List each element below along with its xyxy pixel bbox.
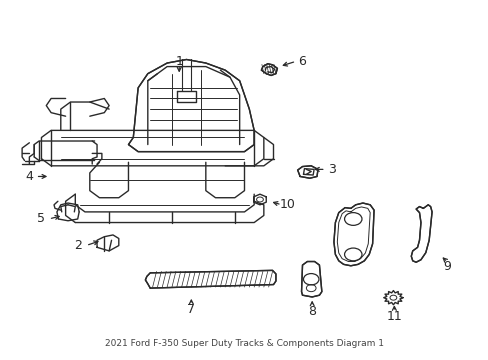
Polygon shape <box>410 205 431 262</box>
Text: 2: 2 <box>74 239 81 252</box>
Text: 9: 9 <box>443 260 450 273</box>
Text: 6: 6 <box>298 55 306 68</box>
Text: 1: 1 <box>175 55 183 68</box>
Polygon shape <box>128 59 254 152</box>
Polygon shape <box>301 261 321 297</box>
Text: 10: 10 <box>280 198 295 211</box>
Text: 4: 4 <box>25 170 33 183</box>
Text: 3: 3 <box>327 163 335 176</box>
Polygon shape <box>297 166 317 178</box>
Polygon shape <box>333 203 373 266</box>
Polygon shape <box>145 270 275 288</box>
Text: 11: 11 <box>386 310 402 323</box>
Text: 8: 8 <box>307 305 316 318</box>
Text: 5: 5 <box>38 212 45 225</box>
Polygon shape <box>261 64 277 76</box>
Text: 2021 Ford F-350 Super Duty Tracks & Components Diagram 1: 2021 Ford F-350 Super Duty Tracks & Comp… <box>105 339 383 348</box>
Text: 7: 7 <box>187 303 195 316</box>
